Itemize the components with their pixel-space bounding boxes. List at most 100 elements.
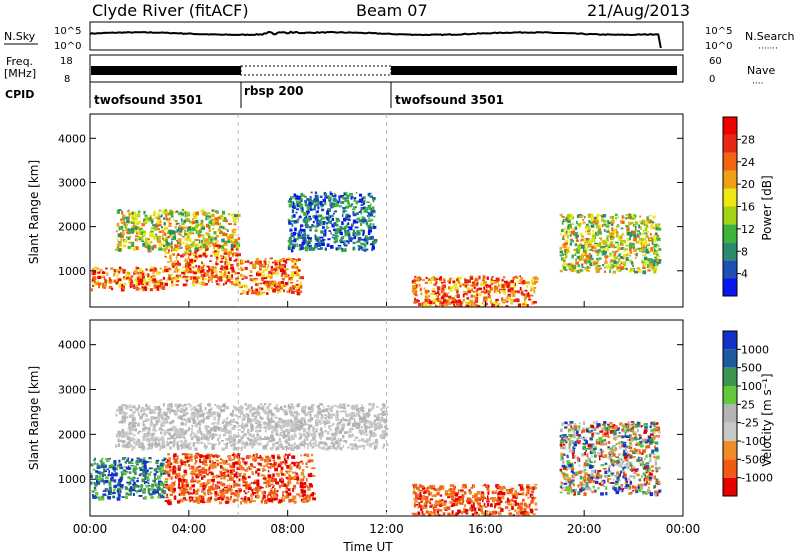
- echo-cell: [242, 284, 245, 287]
- echo-cell: [221, 428, 226, 432]
- echo-cell: [142, 244, 145, 247]
- echo-cell: [653, 251, 656, 255]
- echo-cell: [608, 232, 613, 237]
- echo-cell: [126, 443, 129, 447]
- echo-cell: [301, 462, 304, 465]
- echo-cell: [125, 274, 129, 277]
- echo-cell: [250, 270, 253, 273]
- echo-cell: [311, 474, 316, 477]
- echo-cell: [194, 251, 197, 254]
- echo-cell: [569, 234, 572, 237]
- echo-cell: [344, 431, 348, 434]
- echo-cell: [607, 221, 611, 225]
- echo-cell: [159, 480, 162, 482]
- echo-cell: [529, 294, 534, 297]
- echo-cell: [136, 477, 139, 480]
- echo-cell: [463, 277, 466, 281]
- echo-cell: [266, 413, 270, 416]
- echo-cell: [132, 476, 136, 479]
- echo-cell: [250, 463, 253, 466]
- echo-cell: [162, 237, 165, 240]
- echo-cell: [273, 497, 277, 501]
- echo-cell: [121, 210, 124, 215]
- echo-cell: [646, 230, 649, 233]
- echo-cell: [174, 426, 177, 429]
- echo-cell: [165, 214, 168, 218]
- echo-cell: [259, 267, 262, 271]
- echo-cell: [208, 241, 211, 245]
- echo-cell: [227, 473, 229, 478]
- echo-cell: [252, 420, 255, 422]
- echo-cell: [147, 485, 151, 487]
- echo-cell: [255, 426, 258, 429]
- nave-label: Nave: [747, 64, 775, 77]
- echo-cell: [328, 425, 331, 430]
- echo-cell: [298, 494, 303, 498]
- echo-cell: [167, 473, 171, 477]
- echo-cell: [149, 288, 153, 292]
- echo-cell: [506, 281, 510, 286]
- echo-cell: [114, 463, 117, 467]
- echo-cell: [276, 490, 279, 493]
- echo-cell: [646, 234, 648, 239]
- echo-cell: [472, 290, 476, 293]
- echo-cell: [133, 465, 137, 469]
- echo-cell: [595, 249, 598, 253]
- echo-cell: [242, 484, 247, 487]
- echo-cell: [256, 272, 259, 276]
- echo-cell: [201, 266, 204, 270]
- echo-cell: [205, 232, 209, 235]
- echo-cell: [265, 458, 269, 462]
- echo-cell: [156, 221, 161, 225]
- echo-cell: [596, 214, 601, 217]
- echo-cell: [233, 259, 236, 262]
- colorbar-swatch: [723, 260, 737, 279]
- echo-cell: [502, 287, 506, 291]
- echo-cell: [303, 232, 306, 236]
- echo-cell: [104, 279, 107, 284]
- echo-cell: [348, 237, 353, 241]
- echo-cell: [234, 492, 237, 497]
- echo-cell: [94, 494, 96, 499]
- echo-cell: [198, 230, 202, 234]
- echo-cell: [250, 286, 253, 290]
- echo-cell: [329, 201, 332, 206]
- echo-cell: [276, 285, 281, 288]
- echo-cell: [507, 293, 510, 295]
- echo-cell: [90, 472, 93, 476]
- echo-cell: [172, 468, 177, 473]
- echo-cell: [185, 267, 189, 272]
- echo-cell: [559, 233, 562, 236]
- echo-cell: [107, 496, 111, 500]
- echo-cell: [300, 209, 305, 212]
- echo-cell: [281, 269, 286, 274]
- echo-cell: [351, 433, 354, 437]
- echo-cell: [322, 232, 326, 237]
- echo-cell: [504, 280, 508, 283]
- echo-cell: [300, 224, 304, 227]
- echo-cell: [232, 462, 236, 465]
- echo-cell: [226, 278, 231, 282]
- echo-cell: [97, 470, 100, 475]
- echo-cell: [581, 222, 585, 225]
- echo-cell: [293, 285, 297, 288]
- echo-cell: [194, 422, 198, 426]
- echo-cell: [251, 457, 255, 461]
- echo-cell: [260, 423, 263, 426]
- echo-cell: [151, 227, 153, 231]
- echo-cell: [528, 298, 532, 301]
- echo-cell: [317, 242, 321, 247]
- echo-cell: [140, 484, 143, 487]
- echo-cell: [225, 219, 228, 223]
- echo-cell: [368, 212, 371, 217]
- echo-cell: [333, 404, 336, 407]
- echo-cell: [145, 484, 149, 488]
- echo-cell: [314, 433, 317, 438]
- echo-cell: [164, 471, 168, 474]
- echo-cell: [201, 441, 203, 444]
- echo-cell: [355, 233, 358, 237]
- echo-cell: [279, 258, 283, 262]
- echo-cell: [123, 278, 127, 281]
- echo-cell: [190, 480, 194, 483]
- echo-cell: [289, 228, 293, 232]
